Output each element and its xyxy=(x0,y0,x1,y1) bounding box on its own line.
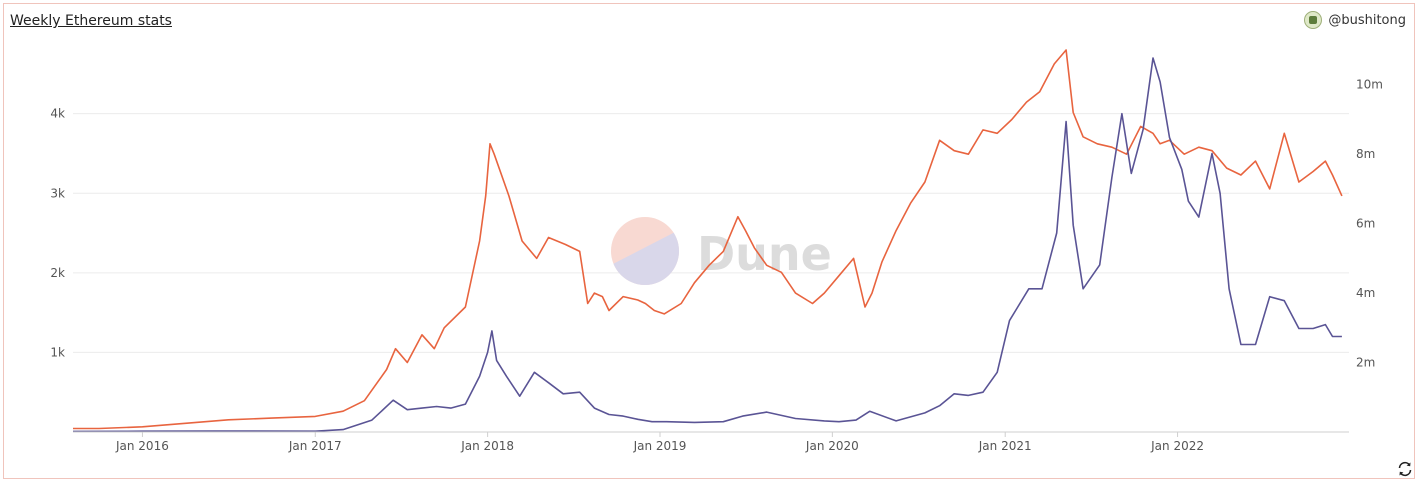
y-right-tick-label: 4m xyxy=(1356,286,1375,300)
y-right-tick-label: 6m xyxy=(1356,217,1375,231)
x-tick-label: Jan 2016 xyxy=(115,439,169,453)
y-left-tick-label: 3k xyxy=(50,186,65,200)
x-tick-label: Jan 2020 xyxy=(805,439,859,453)
y-left-tick-label: 2k xyxy=(50,266,65,280)
grid-lines xyxy=(73,113,1349,353)
y-left-tick-label: 1k xyxy=(50,345,65,359)
x-tick-label: Jan 2018 xyxy=(460,439,514,453)
x-tick-label: Jan 2021 xyxy=(978,439,1032,453)
y-left-tick-label: 4k xyxy=(50,107,65,121)
author-name: @bushitong xyxy=(1328,12,1406,28)
watermark-logo-lower xyxy=(611,230,679,285)
author-link[interactable]: @bushitong xyxy=(1304,11,1406,29)
series-line-1 xyxy=(73,49,1343,430)
dune-watermark: Dune xyxy=(611,217,832,285)
chart-card: Weekly Ethereum stats @bushitong xyxy=(3,3,1415,479)
chart-title[interactable]: Weekly Ethereum stats xyxy=(10,13,172,29)
avatar-icon xyxy=(1304,11,1323,29)
series-lines xyxy=(72,49,1343,433)
y-right-tick-label: 8m xyxy=(1356,147,1375,161)
watermark-text: Dune xyxy=(697,227,832,281)
refresh-icon[interactable] xyxy=(1396,460,1414,478)
x-tick-label: Jan 2017 xyxy=(288,439,342,453)
axes: 1k 2k 3k 4k 2m 4m 6m 8m 10m Jan 2016 Jan 2017 Jan 2… xyxy=(50,78,1383,453)
y-right-tick-label: 10m xyxy=(1356,78,1383,92)
x-tick-label: Jan 2019 xyxy=(633,439,687,453)
y-right-tick-label: 2m xyxy=(1356,356,1375,370)
x-tick-label: Jan 2022 xyxy=(1150,439,1204,453)
series-line-2 xyxy=(72,57,1342,433)
